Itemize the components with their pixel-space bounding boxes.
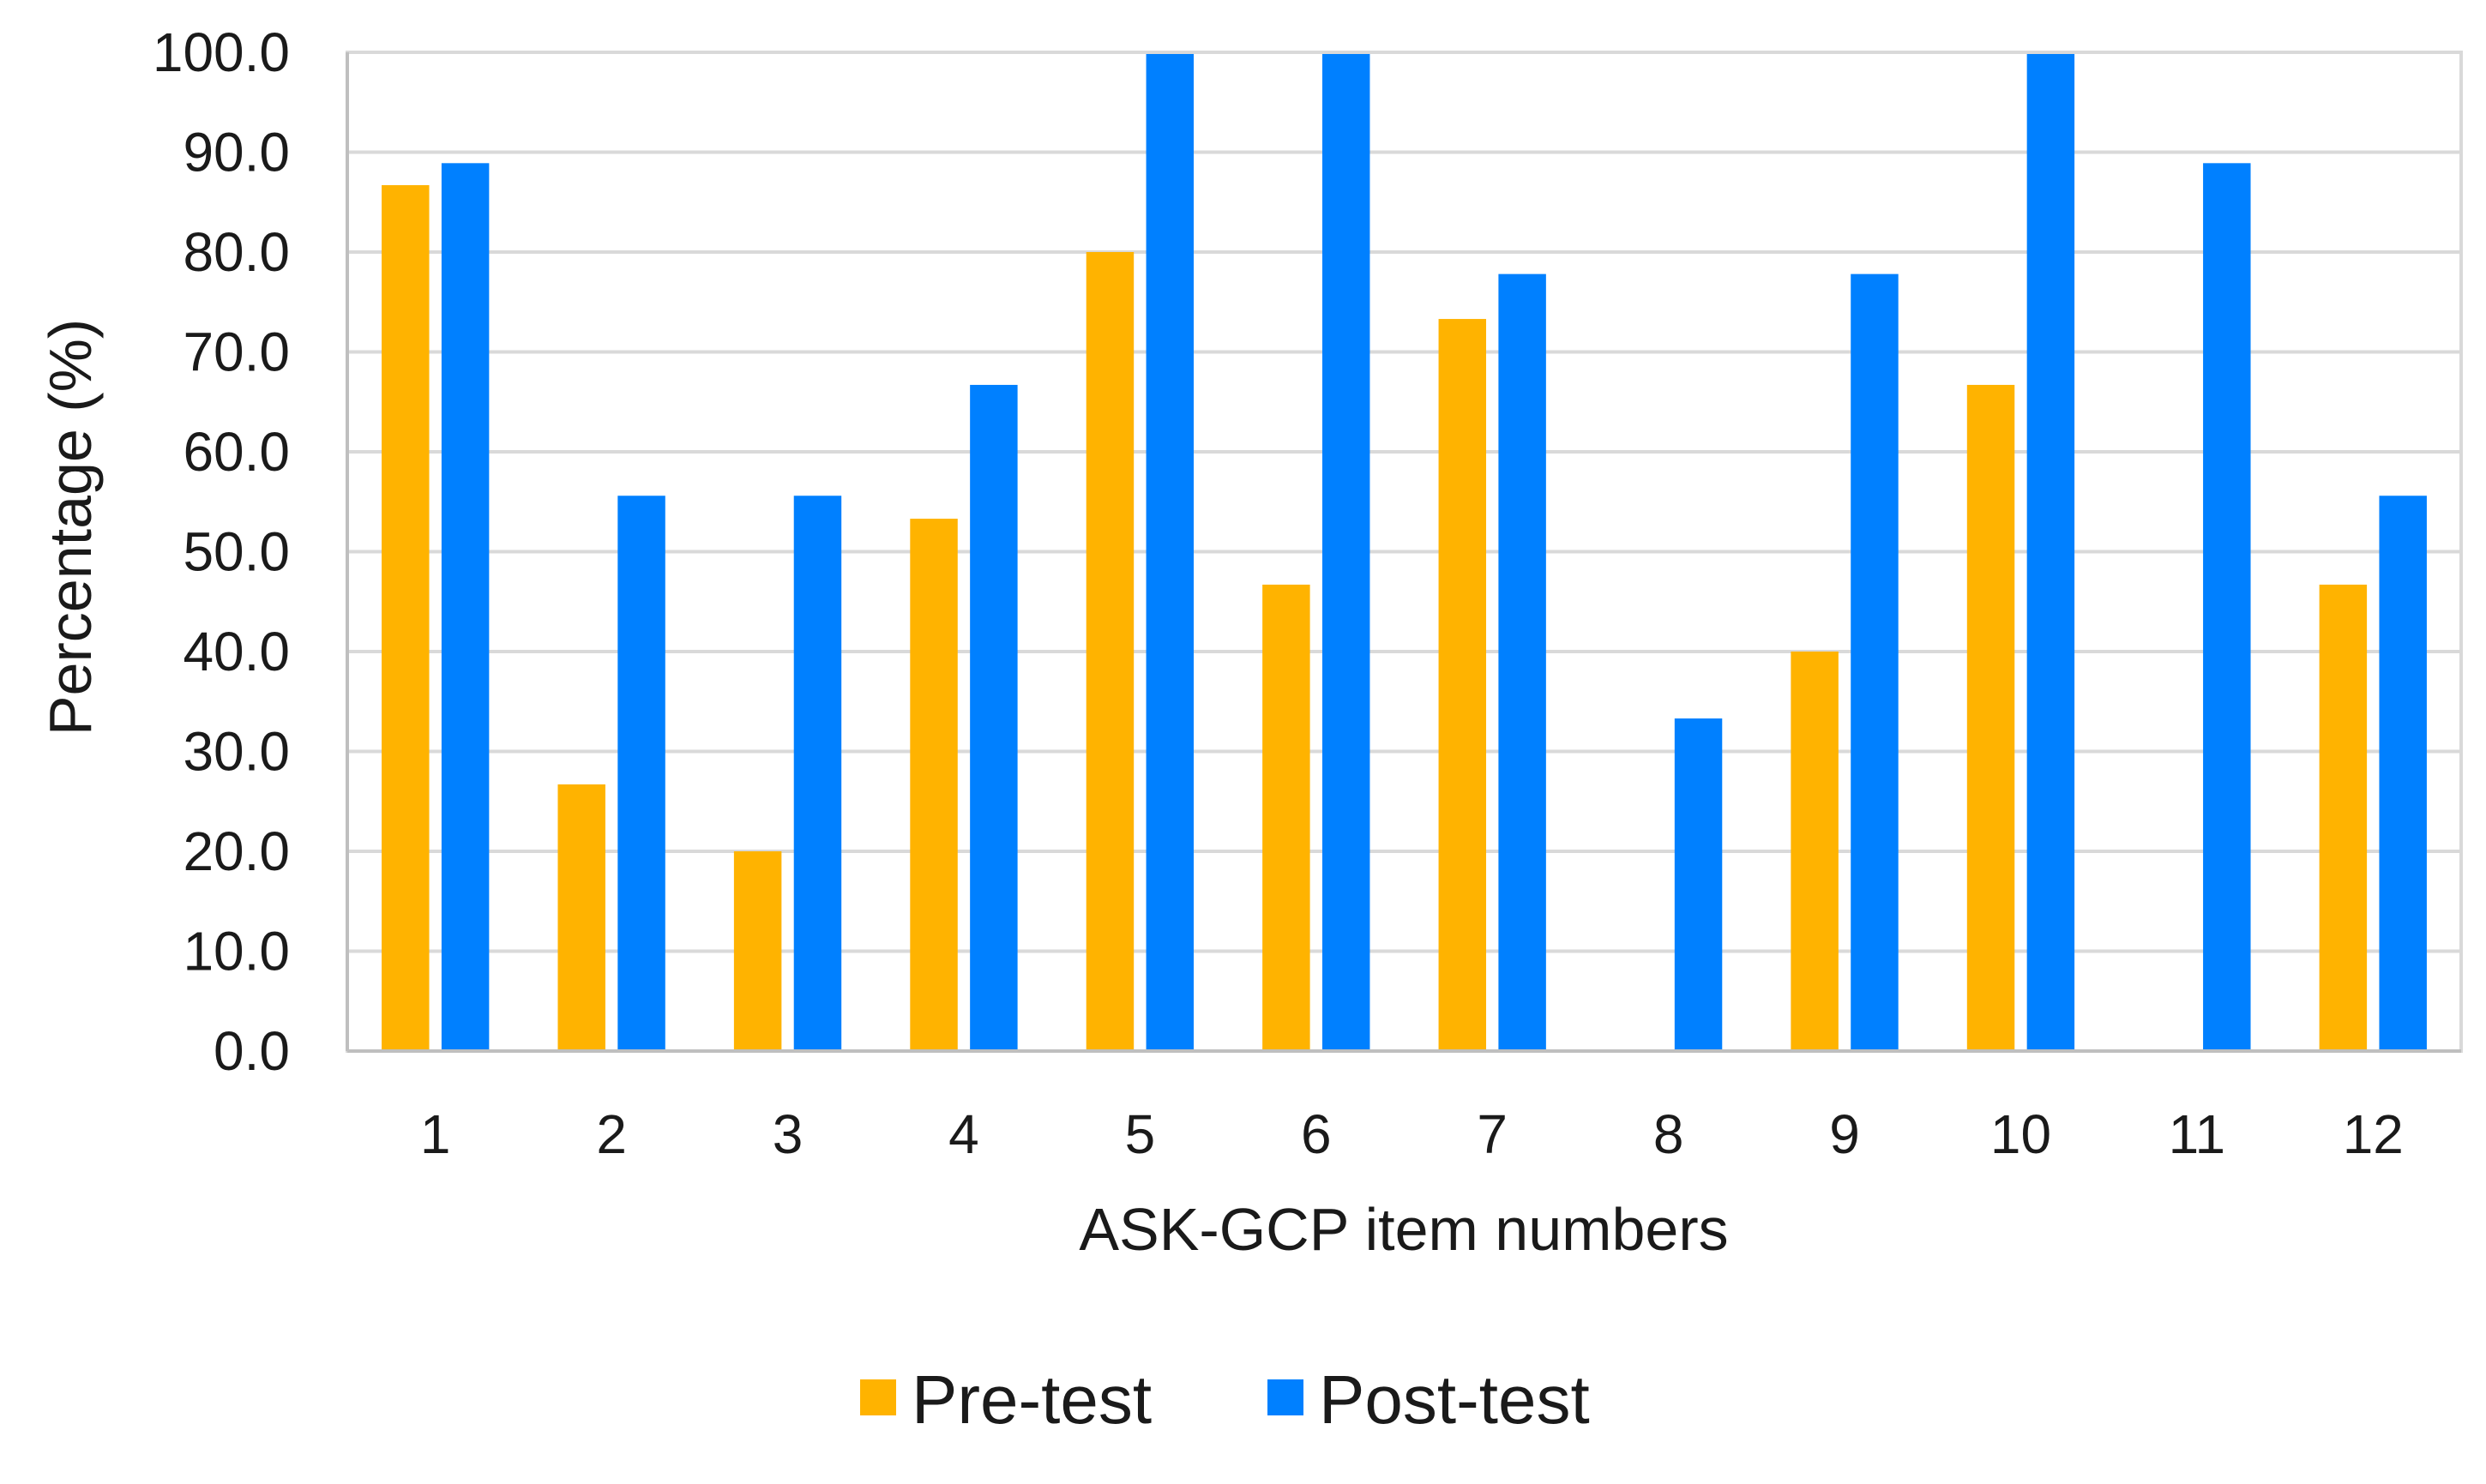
bar-pre-test-item-5: [1086, 252, 1135, 1051]
x-tick-label: 1: [420, 1103, 451, 1165]
bars: [382, 52, 2427, 1052]
y-tick-label: 80.0: [183, 221, 290, 283]
x-tick-label: 12: [2343, 1103, 2404, 1165]
y-tick-label: 60.0: [183, 421, 290, 483]
bar-post-test-item-2: [617, 496, 665, 1051]
x-tick-label: 5: [1125, 1103, 1156, 1165]
bar-pre-test-item-4: [910, 519, 958, 1051]
bar-post-test-item-8: [1674, 718, 1723, 1051]
bar-post-test-item-11: [2203, 163, 2251, 1052]
bar-post-test-item-3: [793, 496, 842, 1051]
x-tick-label: 7: [1477, 1103, 1508, 1165]
x-axis-title: ASK-GCP item numbers: [1079, 1196, 1728, 1263]
bar-post-test-item-9: [1851, 273, 1899, 1051]
legend-label-pre-test: Pre-test: [912, 1361, 1152, 1438]
bar-post-test-item-5: [1146, 52, 1195, 1051]
legend-swatch-pre-test: [860, 1379, 896, 1415]
x-tick-label: 8: [1653, 1103, 1684, 1165]
y-axis-tick-labels: 0.0 10.0 20.0 30.0 40.0 50.0 60.0 70.0 80.0 90.0 1…: [153, 21, 290, 1082]
x-tick-label: 2: [596, 1103, 627, 1165]
y-tick-label: 70.0: [183, 321, 290, 383]
y-tick-label: 0.0: [214, 1020, 290, 1082]
bar-post-test-item-4: [970, 384, 1018, 1051]
x-tick-label: 11: [2169, 1103, 2225, 1165]
y-tick-label: 90.0: [183, 122, 290, 183]
bar-pre-test-item-1: [382, 184, 430, 1051]
legend: Pre-test Post-test: [860, 1361, 1590, 1438]
x-tick-label: 6: [1301, 1103, 1332, 1165]
bar-pre-test-item-7: [1438, 319, 1487, 1051]
bar-pre-test-item-6: [1262, 584, 1310, 1051]
bar-post-test-item-10: [2026, 52, 2075, 1051]
x-tick-label: 4: [948, 1103, 979, 1165]
y-tick-label: 20.0: [183, 820, 290, 882]
y-tick-label: 30.0: [183, 721, 290, 783]
bar-post-test-item-6: [1321, 52, 1370, 1051]
legend-swatch-post-test: [1267, 1379, 1303, 1415]
bar-post-test-item-7: [1498, 273, 1546, 1051]
y-tick-label: 100.0: [153, 21, 290, 83]
plot-frame: [346, 51, 2463, 1053]
x-tick-label: 3: [773, 1103, 804, 1165]
y-tick-label: 40.0: [183, 621, 290, 682]
bar-pre-test-item-12: [2319, 584, 2368, 1051]
y-tick-label: 50.0: [183, 521, 290, 583]
x-tick-label: 9: [1829, 1103, 1860, 1165]
y-tick-label: 10.0: [183, 921, 290, 982]
bar-pre-test-item-9: [1791, 652, 1839, 1051]
bar-pre-test-item-10: [1966, 384, 2015, 1051]
x-tick-label: 10: [1990, 1103, 2051, 1165]
x-axis-tick-labels: 1 2 3 4 5 6 7 8 9 10 11 12: [420, 1103, 2404, 1165]
bar-pre-test-item-2: [557, 784, 605, 1051]
y-axis-title: Percentage (%): [37, 319, 104, 736]
bar-post-test-item-12: [2379, 496, 2427, 1051]
legend-label-post-test: Post-test: [1319, 1361, 1590, 1438]
bar-pre-test-item-3: [733, 851, 782, 1051]
bar-post-test-item-1: [441, 163, 490, 1052]
